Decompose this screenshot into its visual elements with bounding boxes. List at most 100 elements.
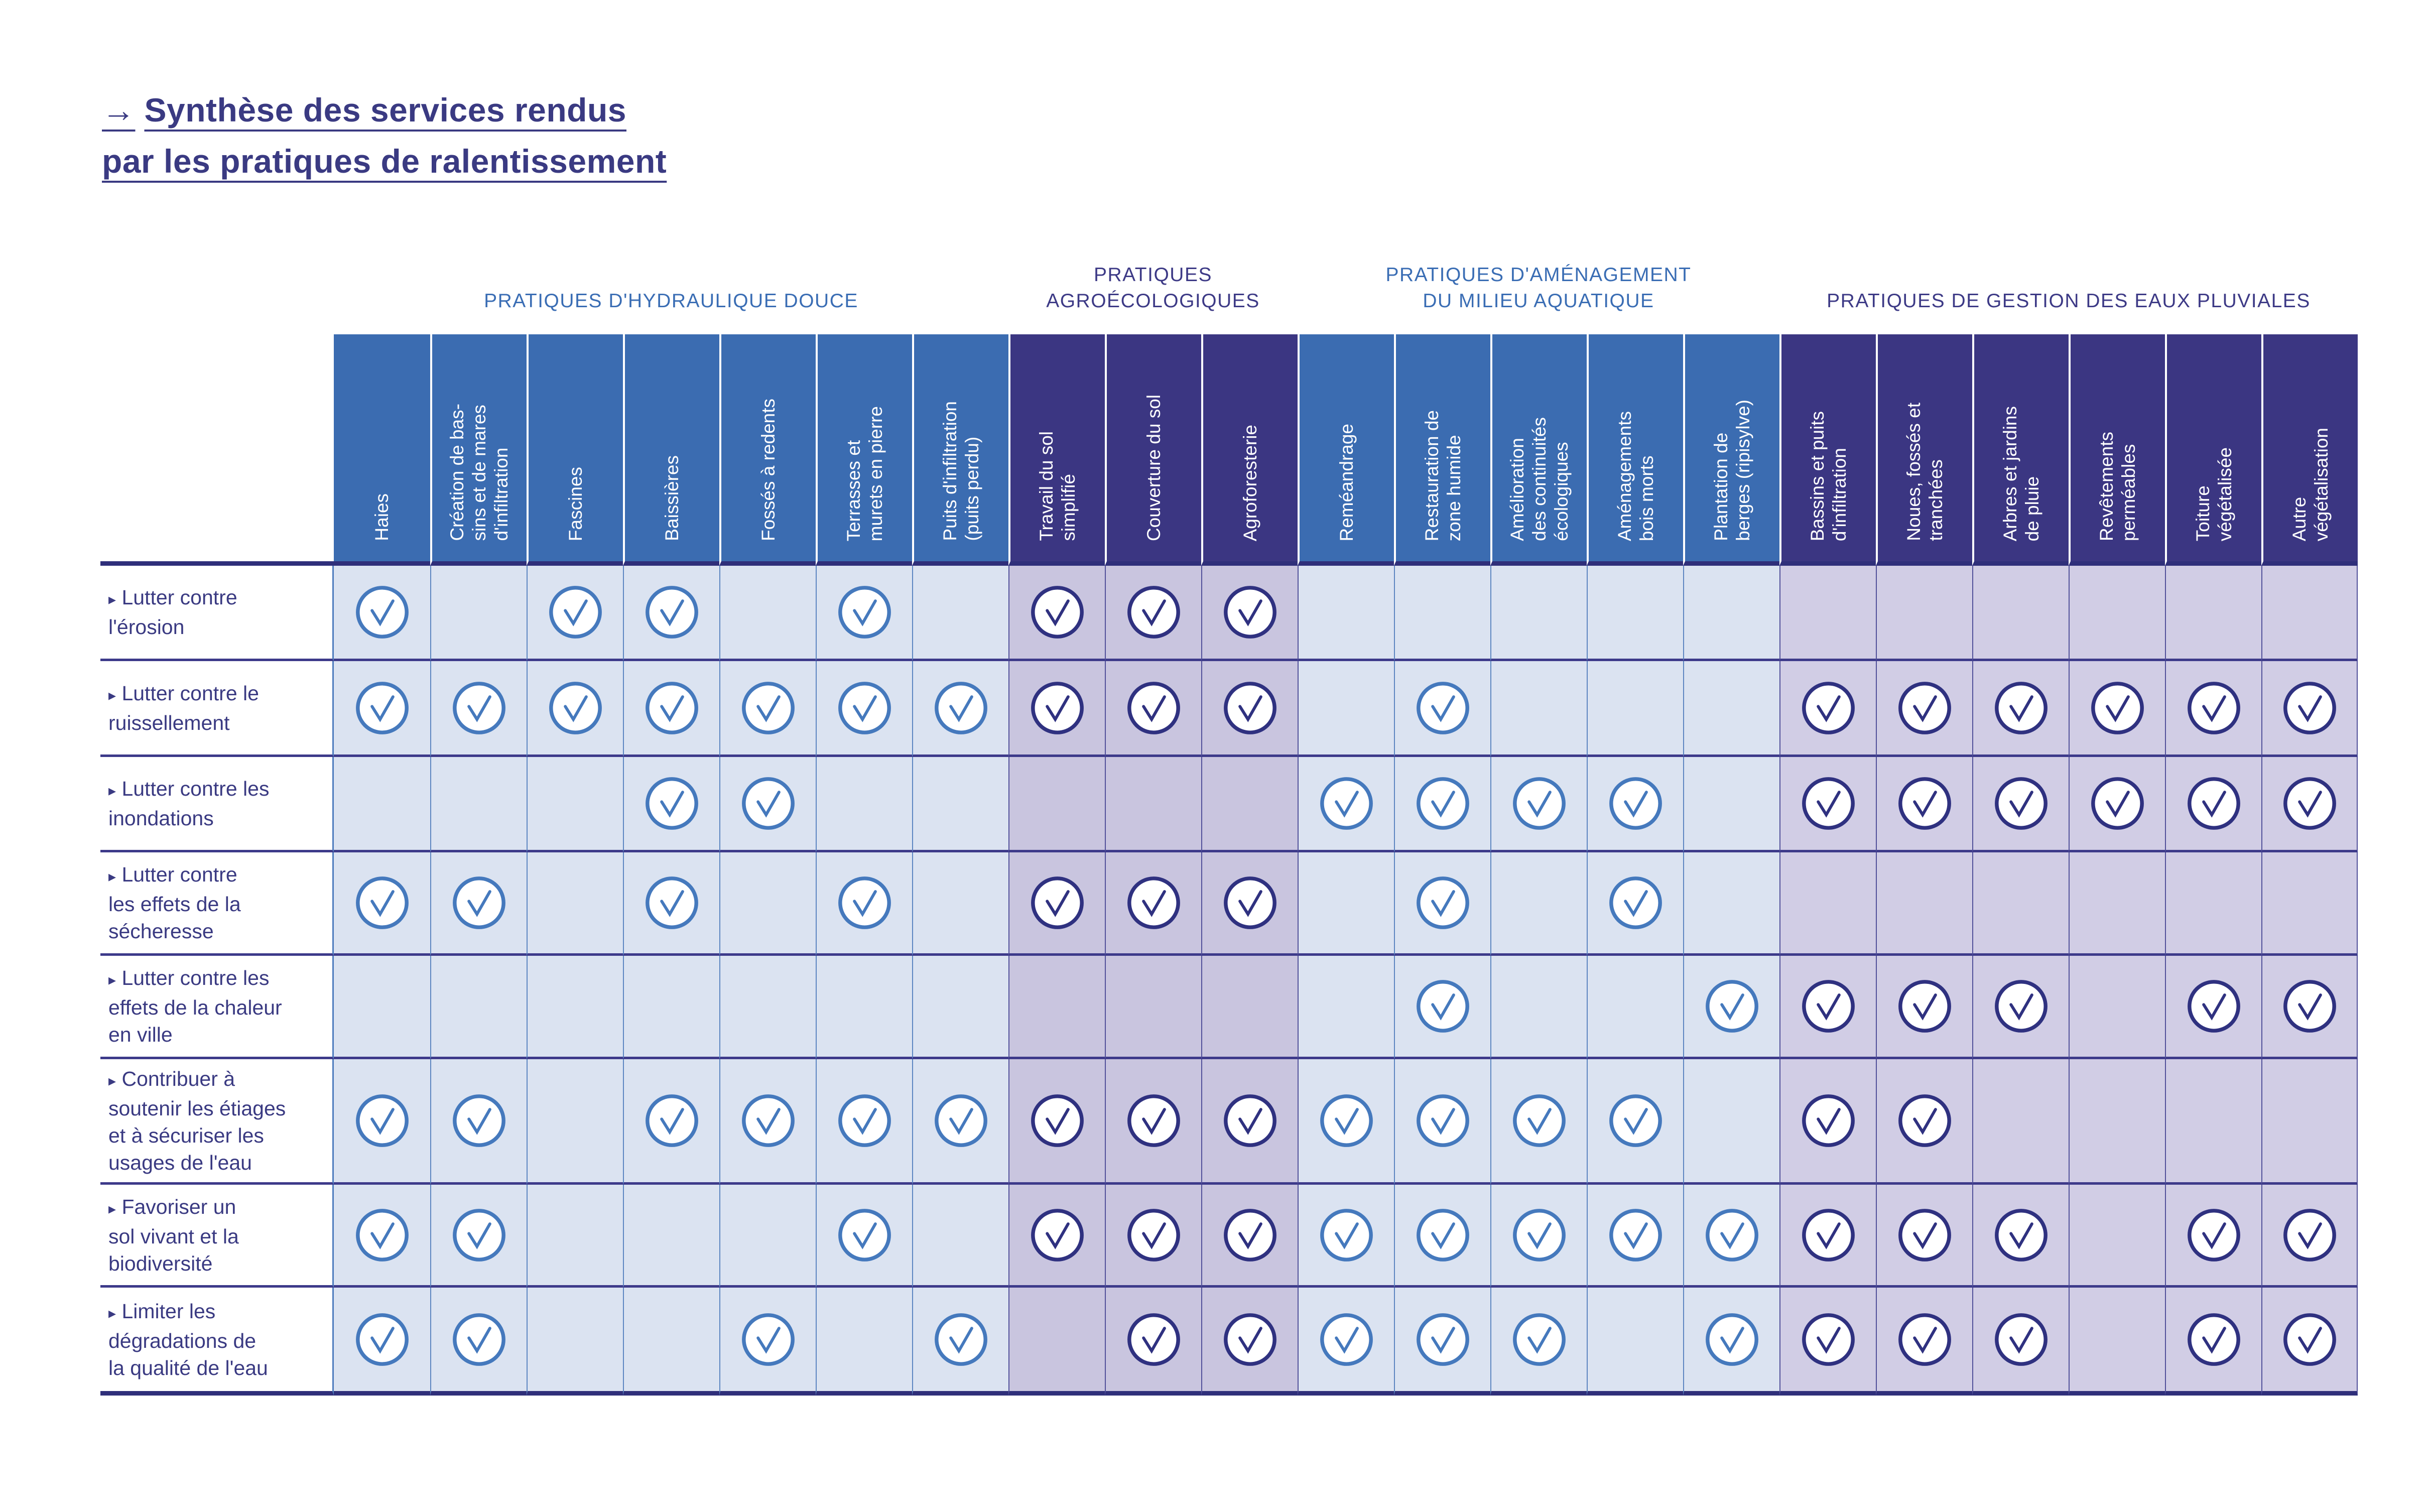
matrix-cell xyxy=(1201,1059,1298,1185)
check-circle-icon xyxy=(645,876,698,929)
matrix-cell xyxy=(912,1288,1008,1396)
check-circle-icon xyxy=(1320,1094,1373,1147)
check-circle-icon xyxy=(355,1313,409,1366)
matrix-cell xyxy=(719,757,816,852)
matrix-cell xyxy=(2165,1059,2261,1185)
matrix-cell xyxy=(527,757,623,852)
row-label: ▸ Lutter contre le ruissellement xyxy=(100,661,334,757)
check-circle-icon xyxy=(1705,980,1758,1033)
check-circle-icon xyxy=(1705,1208,1758,1262)
check-circle-icon xyxy=(1512,1313,1566,1366)
matrix-cell xyxy=(1587,1288,1683,1396)
check-circle-icon xyxy=(1127,1208,1180,1262)
matrix-cell xyxy=(527,956,623,1059)
check-circle-icon xyxy=(1512,1094,1566,1147)
column-header: Toiture végétalisée xyxy=(2165,334,2261,566)
matrix-cell xyxy=(1779,757,1876,852)
column-header: Fossés à redents xyxy=(719,334,816,566)
matrix-cell xyxy=(1972,1185,2069,1288)
check-circle-icon xyxy=(934,1094,987,1147)
check-circle-icon xyxy=(2283,1313,2336,1366)
matrix-cell xyxy=(2261,661,2358,757)
matrix-cell xyxy=(430,661,527,757)
check-circle-icon xyxy=(1898,1313,1951,1366)
matrix-cell xyxy=(1298,852,1394,956)
matrix-cell xyxy=(1972,566,2069,661)
matrix-cell xyxy=(1394,1288,1490,1396)
matrix-cell xyxy=(1490,852,1587,956)
matrix-cell xyxy=(1683,661,1779,757)
matrix-cell xyxy=(623,757,719,852)
check-circle-icon xyxy=(1898,1208,1951,1262)
row-label: ▸ Limiter les dégradations de la qualité… xyxy=(100,1288,334,1396)
matrix-cell xyxy=(1105,956,1201,1059)
column-header-label: Bassins et puits d'infiltration xyxy=(1807,411,1850,541)
check-circle-icon xyxy=(1031,681,1084,734)
matrix-cell xyxy=(2261,1059,2358,1185)
arrow-right-icon: → xyxy=(102,91,136,129)
column-header-label: Plantation de berges (ripisylve) xyxy=(1711,400,1753,541)
check-circle-icon xyxy=(1994,1208,2048,1262)
matrix-cell xyxy=(912,1185,1008,1288)
matrix-cell xyxy=(2165,956,2261,1059)
check-circle-icon xyxy=(741,777,795,830)
matrix-cell xyxy=(1298,661,1394,757)
matrix-cell xyxy=(2165,757,2261,852)
check-circle-icon xyxy=(355,1208,409,1262)
check-circle-icon xyxy=(355,1094,409,1147)
check-circle-icon xyxy=(355,681,409,734)
matrix-cell xyxy=(1490,661,1587,757)
matrix-cell xyxy=(1587,956,1683,1059)
check-circle-icon xyxy=(1320,777,1373,830)
check-circle-icon xyxy=(934,681,987,734)
page-title-line-2: par les pratiques de ralentissement xyxy=(102,143,667,180)
matrix-cell xyxy=(1876,852,1972,956)
row-label-text: ▸ Contribuer à soutenir les étiages et à… xyxy=(108,1067,286,1174)
check-circle-icon xyxy=(355,586,409,639)
matrix-cell xyxy=(623,1185,719,1288)
matrix-cell xyxy=(623,1288,719,1396)
column-header: Plantation de berges (ripisylve) xyxy=(1683,334,1779,566)
matrix-cell xyxy=(1587,1059,1683,1185)
matrix-cell xyxy=(1008,757,1105,852)
matrix-cell xyxy=(1683,1059,1779,1185)
group-title: PRATIQUES D'AMÉNAGEMENT DU MILIEU AQUATI… xyxy=(1385,264,1692,312)
matrix-cell xyxy=(1105,661,1201,757)
matrix-cell xyxy=(1201,956,1298,1059)
matrix-cell xyxy=(816,566,912,661)
check-circle-icon xyxy=(2091,777,2144,830)
check-circle-icon xyxy=(1031,1208,1084,1262)
matrix-cell xyxy=(1779,956,1876,1059)
check-circle-icon xyxy=(1223,1208,1276,1262)
matrix-cell xyxy=(2069,566,2165,661)
matrix-corner xyxy=(100,334,334,566)
matrix-cell xyxy=(816,757,912,852)
matrix-cell xyxy=(912,757,1008,852)
column-header-label: Reméandrage xyxy=(1336,423,1357,541)
check-circle-icon xyxy=(1609,777,1662,830)
page-title: → Synthèse des services rendus par les pr… xyxy=(102,84,667,187)
matrix-cell xyxy=(1683,852,1779,956)
matrix-cell xyxy=(527,1059,623,1185)
matrix-cell xyxy=(334,661,430,757)
matrix-cell xyxy=(2165,661,2261,757)
row-label-text: ▸ Lutter contre les effets de la chaleur… xyxy=(108,966,282,1046)
check-circle-icon xyxy=(2187,777,2240,830)
row-label: ▸ Contribuer à soutenir les étiages et à… xyxy=(100,1059,334,1185)
matrix-cell xyxy=(719,661,816,757)
check-circle-icon xyxy=(1802,1313,1855,1366)
check-circle-icon xyxy=(1223,1094,1276,1147)
check-circle-icon xyxy=(2283,681,2336,734)
check-circle-icon xyxy=(1416,1094,1469,1147)
column-header-label: Haies xyxy=(371,493,392,541)
matrix-cell xyxy=(1394,566,1490,661)
matrix-cell xyxy=(1587,566,1683,661)
check-circle-icon xyxy=(645,1094,698,1147)
matrix-cell xyxy=(1105,757,1201,852)
check-circle-icon xyxy=(1127,1094,1180,1147)
check-circle-icon xyxy=(1320,1208,1373,1262)
check-circle-icon xyxy=(1223,681,1276,734)
check-circle-icon xyxy=(2283,1208,2336,1262)
row-label: ▸ Lutter contre l'érosion xyxy=(100,566,334,661)
